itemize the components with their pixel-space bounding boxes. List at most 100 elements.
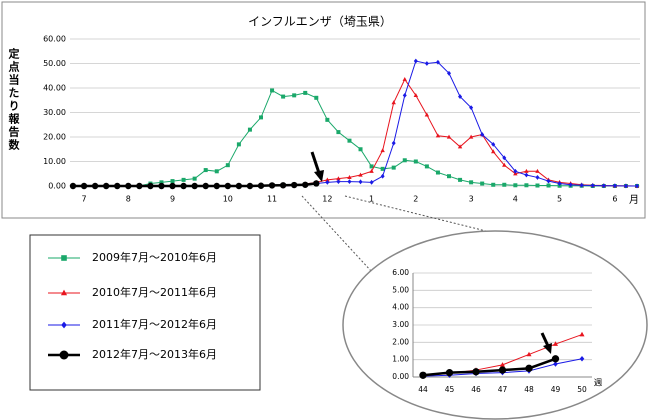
y-tick-label: 0.00 bbox=[48, 182, 66, 191]
marker bbox=[502, 182, 507, 187]
chart-title: インフルエンザ（埼玉県） bbox=[248, 15, 392, 29]
marker bbox=[424, 61, 429, 66]
x-axis-unit: 月 bbox=[629, 194, 639, 206]
y-axis-label: 定点当たり報告数 bbox=[7, 47, 20, 152]
marker bbox=[247, 127, 252, 132]
marker bbox=[213, 182, 220, 190]
marker bbox=[325, 177, 330, 182]
legend-box bbox=[29, 234, 261, 391]
marker bbox=[191, 182, 198, 190]
marker bbox=[579, 182, 584, 188]
marker bbox=[290, 181, 298, 189]
marker bbox=[246, 182, 254, 190]
marker bbox=[458, 94, 463, 99]
marker bbox=[225, 163, 230, 168]
x-tick-label: 8 bbox=[126, 195, 131, 204]
marker bbox=[525, 364, 533, 373]
marker bbox=[147, 182, 154, 190]
marker bbox=[402, 77, 407, 82]
marker bbox=[60, 289, 68, 296]
marker bbox=[125, 182, 132, 190]
marker bbox=[69, 182, 77, 190]
marker bbox=[435, 133, 441, 138]
marker bbox=[336, 130, 341, 135]
y-tick-label: 40.00 bbox=[43, 84, 66, 93]
marker bbox=[391, 140, 396, 146]
marker bbox=[635, 183, 639, 189]
marker bbox=[313, 180, 320, 187]
marker bbox=[347, 179, 352, 184]
marker bbox=[472, 368, 480, 376]
x-tick-label: 6 bbox=[612, 195, 617, 204]
marker bbox=[491, 141, 496, 147]
x-tick-label: 12 bbox=[322, 195, 332, 204]
marker bbox=[435, 59, 440, 65]
y-tick-label: 60.00 bbox=[43, 35, 66, 44]
x-tick-label: 10 bbox=[223, 195, 233, 204]
marker bbox=[590, 183, 595, 188]
y-tick-label: 30.00 bbox=[43, 108, 66, 117]
marker bbox=[202, 182, 209, 190]
marker bbox=[303, 90, 308, 95]
x-axis-unit: 週 bbox=[594, 379, 603, 389]
marker bbox=[499, 362, 506, 367]
marker bbox=[553, 361, 558, 367]
legend-label: 2012年7月～2013年6月 bbox=[92, 347, 217, 361]
marker bbox=[413, 58, 418, 64]
x-tick-label: 5 bbox=[557, 195, 562, 204]
marker bbox=[336, 176, 341, 181]
marker bbox=[623, 183, 628, 189]
marker bbox=[579, 356, 585, 362]
legend-label: 2010年7月～2011年6月 bbox=[92, 285, 217, 299]
marker bbox=[535, 175, 540, 180]
marker bbox=[535, 183, 540, 188]
marker bbox=[270, 88, 275, 93]
marker bbox=[424, 164, 429, 169]
marker bbox=[502, 155, 507, 161]
marker bbox=[402, 158, 407, 163]
marker bbox=[579, 331, 585, 337]
marker bbox=[457, 144, 463, 149]
marker bbox=[325, 179, 330, 185]
zoom-line bbox=[301, 195, 373, 273]
y-tick-label: 2.00 bbox=[392, 337, 409, 346]
marker bbox=[91, 182, 99, 190]
zoom-line bbox=[344, 195, 495, 234]
marker bbox=[402, 92, 407, 98]
marker bbox=[557, 181, 562, 186]
x-tick-label: 48 bbox=[524, 385, 534, 394]
marker bbox=[526, 351, 532, 357]
marker bbox=[347, 138, 352, 143]
marker bbox=[413, 92, 419, 97]
marker bbox=[314, 95, 319, 100]
marker bbox=[358, 172, 363, 177]
marker bbox=[203, 168, 208, 173]
legend-label: 2009年7月～2010年6月 bbox=[92, 250, 217, 264]
marker bbox=[358, 147, 363, 152]
marker bbox=[480, 181, 485, 186]
marker bbox=[169, 182, 176, 190]
marker bbox=[281, 94, 286, 99]
x-tick-label: 9 bbox=[170, 195, 175, 204]
marker bbox=[468, 134, 474, 139]
x-tick-label: 44 bbox=[418, 385, 428, 394]
marker bbox=[447, 174, 451, 179]
x-tick-label: 49 bbox=[551, 385, 561, 394]
marker bbox=[568, 182, 573, 188]
marker bbox=[292, 93, 297, 98]
y-tick-label: 0.00 bbox=[392, 372, 409, 381]
x-tick-label: 2 bbox=[413, 195, 418, 204]
marker bbox=[491, 149, 496, 154]
marker bbox=[491, 182, 496, 187]
main-frame bbox=[1, 1, 646, 219]
marker bbox=[502, 162, 507, 167]
marker bbox=[535, 168, 540, 173]
marker bbox=[180, 182, 187, 190]
x-tick-label: 47 bbox=[498, 385, 508, 394]
marker bbox=[458, 177, 463, 182]
marker bbox=[336, 179, 341, 184]
marker bbox=[369, 164, 374, 169]
y-tick-label: 5.00 bbox=[392, 285, 409, 294]
